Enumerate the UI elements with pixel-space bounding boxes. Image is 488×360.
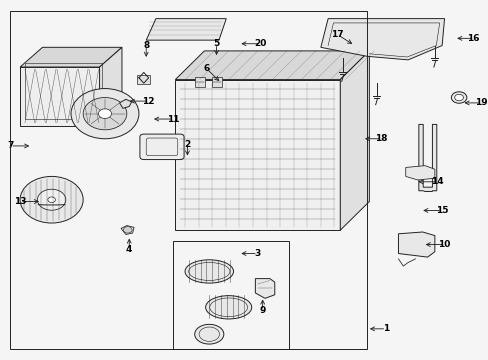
Text: 1: 1 <box>383 324 388 333</box>
Text: 14: 14 <box>430 177 443 186</box>
Bar <box>25 63 102 119</box>
Polygon shape <box>146 19 226 40</box>
Bar <box>211 77 222 87</box>
Circle shape <box>450 92 466 103</box>
Circle shape <box>71 89 139 139</box>
Polygon shape <box>418 125 436 192</box>
Text: 10: 10 <box>437 240 450 249</box>
Text: 15: 15 <box>435 206 447 215</box>
Polygon shape <box>405 166 434 180</box>
Circle shape <box>20 176 83 223</box>
Polygon shape <box>175 80 340 230</box>
Polygon shape <box>119 99 131 108</box>
Polygon shape <box>175 51 368 80</box>
Text: 7: 7 <box>7 141 14 150</box>
Text: 2: 2 <box>184 140 190 149</box>
Text: 8: 8 <box>143 41 149 50</box>
Text: 12: 12 <box>142 96 155 105</box>
Text: 18: 18 <box>374 134 387 143</box>
Circle shape <box>98 109 111 118</box>
Bar <box>136 75 150 84</box>
Polygon shape <box>340 51 368 230</box>
Text: 4: 4 <box>126 246 132 255</box>
Ellipse shape <box>194 324 224 344</box>
Polygon shape <box>121 226 134 234</box>
Ellipse shape <box>184 260 233 283</box>
Text: 19: 19 <box>474 98 486 107</box>
Circle shape <box>454 94 463 101</box>
Bar <box>194 77 205 87</box>
Bar <box>10 12 366 348</box>
Circle shape <box>123 226 132 233</box>
Text: 13: 13 <box>14 197 26 206</box>
Text: 9: 9 <box>259 306 265 315</box>
Text: 5: 5 <box>213 39 219 48</box>
Text: 6: 6 <box>203 64 209 73</box>
Circle shape <box>83 98 126 130</box>
Bar <box>20 67 100 126</box>
Text: 20: 20 <box>253 39 266 48</box>
Text: 11: 11 <box>166 114 179 123</box>
Circle shape <box>38 189 66 210</box>
Circle shape <box>48 197 55 203</box>
Bar <box>173 241 289 348</box>
Polygon shape <box>320 19 444 60</box>
Polygon shape <box>398 232 434 257</box>
Polygon shape <box>100 47 122 126</box>
FancyBboxPatch shape <box>140 134 183 159</box>
Polygon shape <box>255 279 274 298</box>
Ellipse shape <box>205 296 251 319</box>
Polygon shape <box>20 47 122 67</box>
Text: 3: 3 <box>254 249 261 258</box>
Text: 17: 17 <box>331 30 344 39</box>
Text: 16: 16 <box>467 34 479 43</box>
